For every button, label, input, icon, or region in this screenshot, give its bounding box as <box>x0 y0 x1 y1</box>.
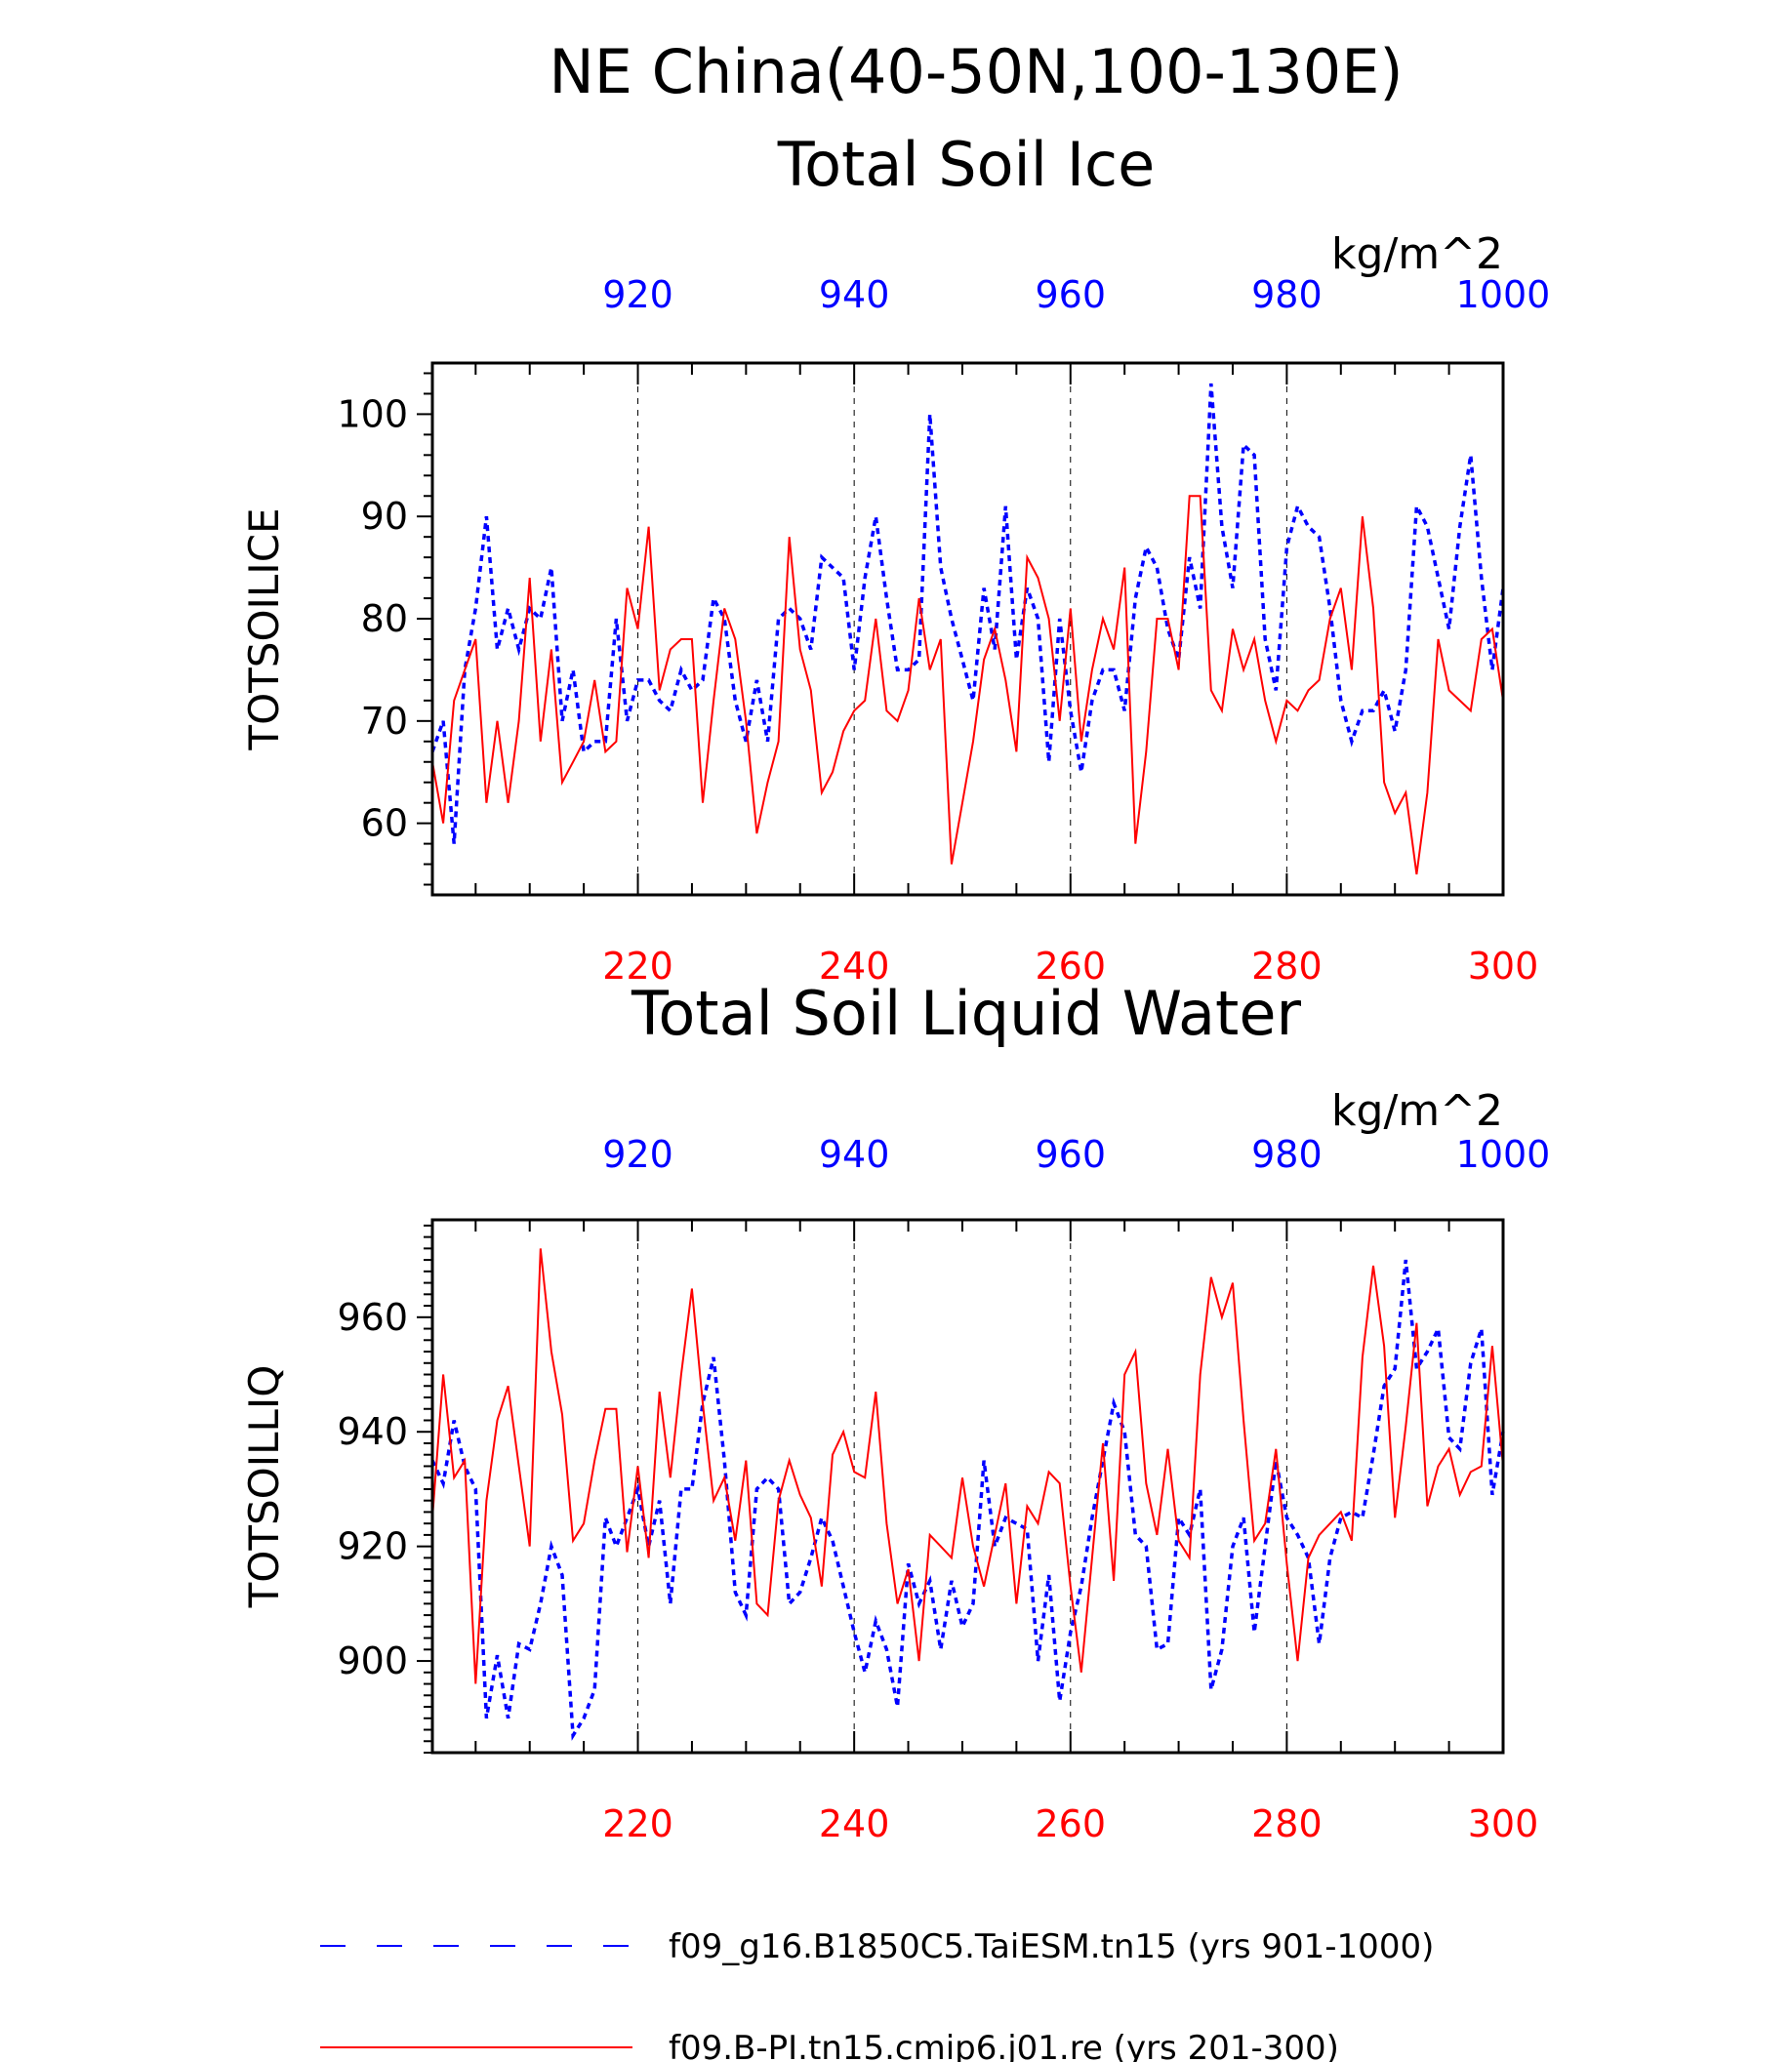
y-tick-label: 80 <box>361 597 408 640</box>
x-bottom-tick-label: 240 <box>819 945 890 988</box>
series-line-red <box>431 1248 1504 1684</box>
x-top-tick-label: 960 <box>1036 273 1107 316</box>
panel-title: Total Soil Ice <box>777 129 1155 200</box>
legend-label-red: f09.B-PI.tn15.cmip6.j01.re (yrs 201-300) <box>669 2029 1339 2062</box>
y-axis-label: TOTSOILLIQ <box>240 1365 288 1609</box>
y-tick-label: 70 <box>361 700 408 743</box>
x-bottom-tick-label: 220 <box>602 1802 673 1845</box>
units-label: kg/m^2 <box>1331 1086 1503 1136</box>
plot-frame <box>430 361 1505 897</box>
y-tick-label: 900 <box>337 1639 408 1682</box>
series-line-blue <box>430 1259 1505 1741</box>
x-bottom-tick-label: 280 <box>1251 945 1323 988</box>
plot-frame <box>430 1218 1505 1755</box>
y-tick-label: 940 <box>337 1410 408 1453</box>
y-tick-label: 960 <box>337 1296 408 1339</box>
panel-total-soil-ice: Total Soil Ice kg/m^2 TOTSOILICE 60 70 80 90 10… <box>240 129 1550 988</box>
x-top-tick-label: 1000 <box>1456 273 1551 316</box>
units-label: kg/m^2 <box>1331 229 1503 279</box>
x-top-tick-label: 940 <box>819 1133 890 1176</box>
x-bottom-tick-label: 240 <box>819 1802 890 1845</box>
x-bottom-tick-label: 220 <box>602 945 673 988</box>
y-tick-label: 100 <box>337 392 408 435</box>
y-tick-label: 60 <box>361 802 408 845</box>
x-bottom-tick-label: 260 <box>1036 1802 1107 1845</box>
x-top-tick-label: 920 <box>602 1133 673 1176</box>
x-top-tick-label: 980 <box>1251 273 1323 316</box>
x-top-tick-label: 1000 <box>1456 1133 1551 1176</box>
y-tick-label: 90 <box>361 495 408 538</box>
x-top-tick-label: 940 <box>819 273 890 316</box>
panel-title: Total Soil Liquid Water <box>631 978 1301 1049</box>
x-top-tick-label: 960 <box>1036 1133 1107 1176</box>
series-line-red <box>431 495 1504 875</box>
y-axis-label: TOTSOILICE <box>240 507 288 750</box>
series-line-blue <box>430 383 1505 844</box>
legend-label-blue: f09_g16.B1850C5.TaiESM.tn15 (yrs 901-100… <box>669 1927 1434 1966</box>
figure-title: NE China(40-50N,100-130E) <box>549 36 1403 107</box>
x-top-tick-label: 980 <box>1251 1133 1323 1176</box>
y-tick-label: 920 <box>337 1525 408 1568</box>
legend: f09_g16.B1850C5.TaiESM.tn15 (yrs 901-100… <box>320 1927 1434 2062</box>
x-top-tick-label: 920 <box>602 273 673 316</box>
x-bottom-tick-label: 260 <box>1036 945 1107 988</box>
x-bottom-tick-label: 300 <box>1468 945 1539 988</box>
x-bottom-tick-label: 300 <box>1468 1802 1539 1845</box>
panel-total-soil-liquid-water: Total Soil Liquid Water kg/m^2 TOTSOILLIQ 9… <box>240 978 1550 1845</box>
x-bottom-tick-label: 280 <box>1251 1802 1323 1845</box>
